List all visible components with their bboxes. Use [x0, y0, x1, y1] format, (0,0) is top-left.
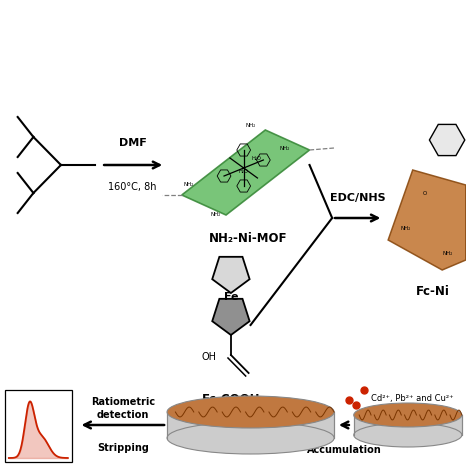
Text: NH₂: NH₂ — [401, 226, 411, 231]
Text: Fc-COOH: Fc-COOH — [201, 393, 260, 406]
Polygon shape — [212, 257, 250, 293]
Text: 160°C, 8h: 160°C, 8h — [109, 182, 157, 192]
Text: O: O — [422, 191, 427, 196]
Polygon shape — [388, 170, 466, 270]
Text: H₂O: H₂O — [252, 156, 262, 161]
Text: Cd²⁺, Pb²⁺ and Cu²⁺: Cd²⁺, Pb²⁺ and Cu²⁺ — [372, 393, 454, 402]
Ellipse shape — [354, 423, 462, 447]
Text: Ratiometric: Ratiometric — [91, 397, 155, 407]
Text: NH₂-Ni-MOF: NH₂-Ni-MOF — [209, 232, 287, 245]
Text: NH₂: NH₂ — [442, 251, 453, 256]
Text: NH₂: NH₂ — [280, 146, 290, 151]
Polygon shape — [429, 124, 465, 155]
Text: EDC/NHS: EDC/NHS — [330, 193, 385, 203]
Text: Accumulation: Accumulation — [307, 445, 381, 455]
Ellipse shape — [354, 403, 462, 427]
Text: NH₂: NH₂ — [246, 122, 256, 128]
Bar — [5, 390, 72, 462]
Bar — [354, 415, 462, 435]
Text: Stripping: Stripping — [97, 443, 149, 453]
Text: NH₂: NH₂ — [183, 182, 194, 188]
Text: Fe: Fe — [224, 292, 238, 302]
Ellipse shape — [167, 396, 334, 428]
Text: DMF: DMF — [119, 138, 146, 148]
Polygon shape — [182, 130, 310, 215]
Text: Fc-Ni: Fc-Ni — [415, 285, 449, 298]
Polygon shape — [212, 299, 250, 335]
Text: OH: OH — [202, 352, 217, 362]
Text: NH₂: NH₂ — [211, 212, 221, 218]
Text: detection: detection — [97, 410, 149, 420]
Bar — [167, 412, 334, 438]
Ellipse shape — [167, 422, 334, 454]
Text: H₂O: H₂O — [239, 169, 249, 174]
